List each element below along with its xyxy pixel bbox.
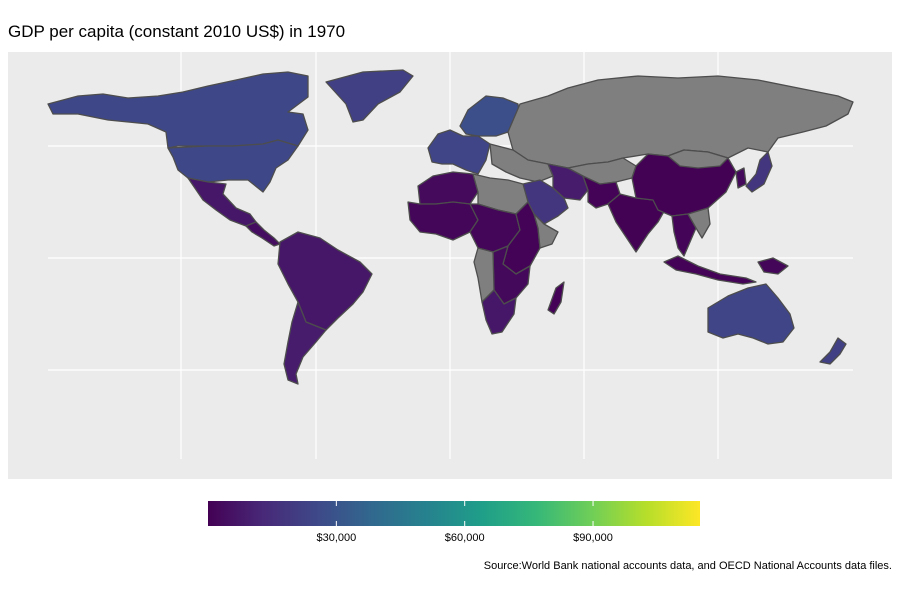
region-korea[interactable]: Korea [735, 167, 747, 189]
region-mongolia[interactable]: Mongolia [667, 149, 729, 169]
colorbar-ticks [335, 501, 594, 526]
region-southern-cone[interactable]: Southern Cone [283, 301, 327, 385]
legend-tick-label: $30,000 [316, 532, 357, 544]
region-south-africa[interactable]: South Africa [481, 289, 517, 335]
source-caption: Source:World Bank national accounts data… [483, 560, 892, 572]
region-greenland[interactable]: Greenland [325, 69, 414, 123]
colorbar [208, 501, 700, 526]
region-japan[interactable]: Japan [745, 151, 773, 193]
region-png[interactable]: Papua New Guinea [757, 257, 789, 275]
region-canada[interactable]: Canada [47, 71, 309, 149]
region-middle-east[interactable]: Middle East [489, 143, 554, 183]
region-horn[interactable]: Horn of Africa [533, 213, 559, 249]
colorbar-gradient [208, 501, 700, 526]
region-madagascar[interactable]: Madagascar [547, 281, 565, 315]
region-mexico[interactable]: Mexico [187, 177, 257, 227]
countries: Canada United States Greenland Mexico Ce… [47, 69, 854, 385]
region-western-europe[interactable]: Western Europe [427, 129, 491, 175]
legend-tick-label: $60,000 [444, 532, 485, 544]
region-new-zealand[interactable]: New Zealand [819, 337, 847, 365]
region-south-america[interactable]: South America [277, 231, 373, 331]
region-vietnam-laos[interactable]: Vietnam / Laos [687, 207, 711, 239]
legend-tick-label: $90,000 [573, 532, 613, 544]
map-title: GDP per capita (constant 2010 US$) in 19… [8, 22, 346, 41]
region-australia[interactable]: Australia [707, 283, 795, 345]
region-usa[interactable]: United States [167, 139, 299, 193]
region-indonesia[interactable]: Indonesia [663, 255, 757, 285]
map-panel: Canada United States Greenland Mexico Ce… [8, 52, 892, 479]
region-india[interactable]: India [607, 193, 667, 253]
